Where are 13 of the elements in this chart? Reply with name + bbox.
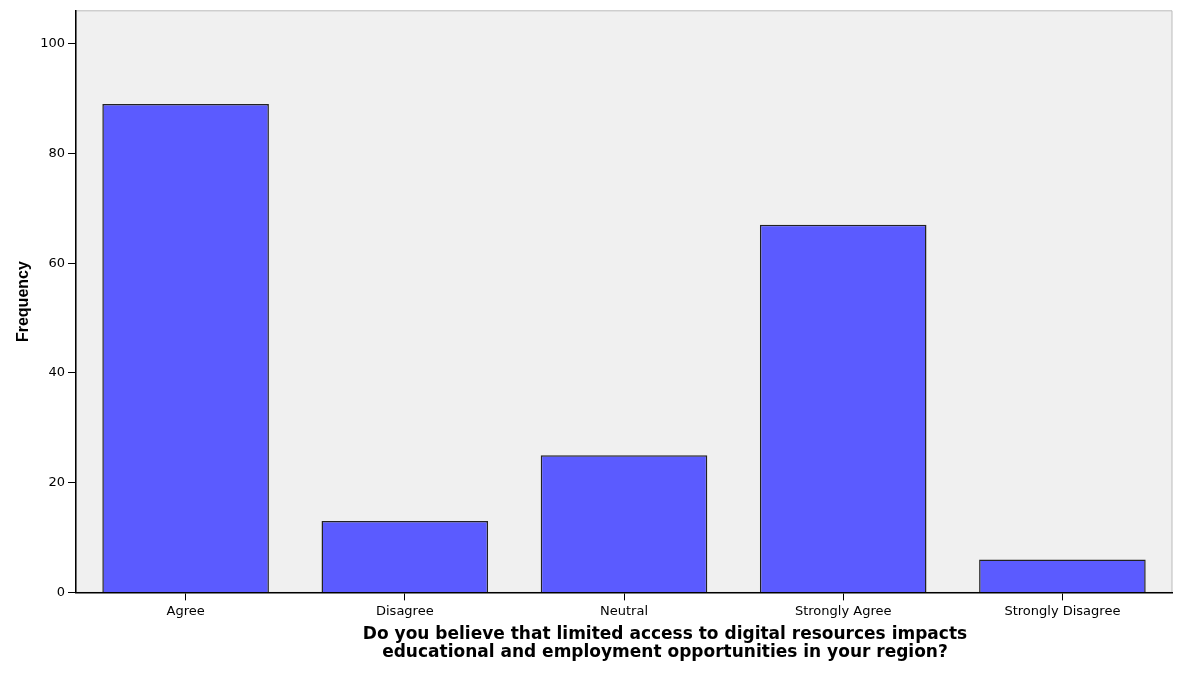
y-tick-label: 60	[48, 254, 66, 270]
y-tick-label: 20	[48, 474, 66, 490]
y-tick-label: 0	[56, 583, 66, 599]
y-tick-label: 80	[48, 144, 66, 160]
x-tick-label: Neutral	[600, 602, 648, 618]
x-tick-label: Strongly Agree	[794, 602, 892, 618]
x-tick-label: Disagree	[375, 602, 434, 618]
y-tick-label: 100	[40, 35, 66, 51]
y-axis-title: Frequency	[14, 261, 32, 343]
x-axis-title: Do you believe that limited access to digital resources impacts educational and employment opportunities in your region?	[361, 623, 969, 661]
x-tick-label: Agree	[166, 602, 205, 618]
x-tick-label: Strongly Disagree	[1004, 602, 1121, 618]
y-tick-label: 40	[48, 364, 66, 380]
